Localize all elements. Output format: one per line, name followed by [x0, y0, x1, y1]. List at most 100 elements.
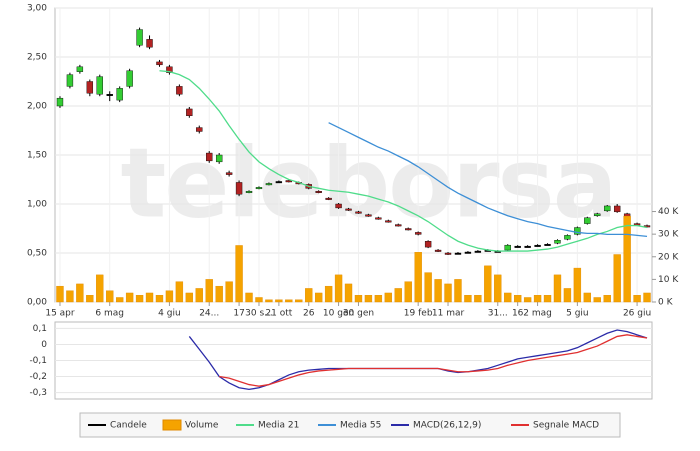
- volume-bar: [86, 295, 94, 303]
- volume-bar: [543, 295, 552, 303]
- candle-body: [544, 243, 551, 246]
- volume-bar: [285, 299, 293, 303]
- legend-label: Media 21: [258, 421, 299, 431]
- y-tick-label: 0: [41, 340, 47, 350]
- candle-body: [574, 227, 581, 235]
- y-tick-label: 0,1: [33, 324, 47, 334]
- candle-body: [564, 235, 571, 240]
- volume-bar: [76, 283, 84, 303]
- x-tick-label: 16: [512, 309, 524, 319]
- line-series: [328, 122, 648, 237]
- y2-tick-label: 40 K: [658, 207, 679, 217]
- volume-bar: [106, 290, 114, 303]
- y-tick-label: -0,2: [29, 372, 47, 382]
- y-tick-label: -0,1: [29, 356, 47, 366]
- volume-bar: [633, 295, 641, 303]
- x-tick-label: 26: [303, 309, 315, 319]
- candle-body: [126, 70, 133, 87]
- volume-bar: [444, 283, 452, 303]
- candle-body: [66, 74, 74, 87]
- candle-body: [444, 252, 452, 255]
- volume-bar: [424, 272, 432, 303]
- x-tick-label: 10 gen: [323, 309, 354, 319]
- x-tick-label: 24...: [199, 309, 219, 319]
- candle-body: [554, 240, 561, 244]
- candle-body: [613, 205, 621, 213]
- x-tick-label: 21 ott: [265, 309, 292, 319]
- volume-bar: [414, 252, 422, 303]
- x-tick-label: 31...: [488, 309, 508, 319]
- volume-bar: [305, 288, 313, 303]
- volume-bar: [354, 295, 363, 303]
- volume-bar: [553, 274, 562, 303]
- volume-bar: [324, 285, 333, 303]
- candle-body: [414, 232, 422, 235]
- volume-bar: [245, 292, 253, 303]
- volume-bar: [175, 281, 184, 303]
- volume-bar: [66, 290, 74, 303]
- candle-body: [146, 39, 153, 48]
- volume-bar: [513, 295, 522, 303]
- candle-body: [434, 249, 442, 252]
- y-tick-label: 2,50: [27, 53, 47, 63]
- volume-bar: [533, 295, 542, 303]
- volume-bar: [583, 292, 592, 303]
- candle-body: [106, 94, 113, 96]
- candle-body: [96, 76, 103, 95]
- candle-body: [633, 223, 641, 226]
- volume-bar: [364, 295, 373, 303]
- volume-bar: [135, 295, 144, 303]
- volume-bar: [165, 290, 174, 303]
- candle-body: [514, 245, 521, 248]
- volume-bar: [464, 295, 472, 303]
- volume-bar: [235, 245, 243, 303]
- volume-bar: [484, 265, 492, 303]
- candle-body: [255, 187, 263, 190]
- candle-body: [156, 61, 163, 66]
- y-tick-label: 1,00: [27, 200, 47, 210]
- candle-body: [86, 81, 94, 94]
- x-tick-label: 2 mag: [523, 309, 552, 319]
- volume-bar: [434, 279, 442, 303]
- y-tick-label: 2,00: [27, 102, 47, 112]
- candle-body: [166, 66, 173, 73]
- candle-body: [355, 211, 362, 214]
- watermark: teleborsa: [121, 127, 616, 239]
- candle-body: [464, 251, 472, 254]
- candle-body: [325, 197, 332, 200]
- candle-body: [116, 88, 123, 101]
- volume-bar: [593, 297, 601, 303]
- volume-bar: [603, 295, 611, 303]
- x-tick-label: 30 s...: [245, 309, 273, 319]
- candle-body: [584, 217, 591, 224]
- y2-tick-label: 30 K: [658, 230, 679, 240]
- volume-bar: [494, 274, 502, 303]
- volume-bar: [255, 297, 263, 303]
- volume-bar: [96, 274, 104, 303]
- legend-swatch: [162, 419, 182, 431]
- candle-body: [215, 154, 223, 163]
- line-series: [219, 334, 648, 387]
- candle-body: [315, 191, 322, 193]
- candle-body: [375, 217, 382, 220]
- x-tick-label: 17: [233, 309, 244, 319]
- volume-bar: [125, 292, 134, 303]
- volume-bar: [563, 288, 572, 303]
- volume-bar: [205, 279, 213, 303]
- candle-body: [385, 220, 392, 223]
- volume-bar: [334, 274, 343, 303]
- candle-body: [395, 224, 402, 227]
- candle-body: [474, 250, 482, 253]
- volume-bar: [225, 281, 233, 303]
- x-tick-label: 5 giu: [566, 309, 589, 319]
- legend-label: Candele: [110, 421, 147, 431]
- x-tick-label: 19 feb: [404, 309, 433, 319]
- candle-body: [265, 183, 273, 186]
- candle-body: [534, 244, 541, 247]
- legend-label: Media 55: [340, 421, 381, 431]
- candle-body: [196, 127, 203, 132]
- candle-body: [275, 181, 283, 184]
- y-tick-label: 1,50: [27, 151, 47, 161]
